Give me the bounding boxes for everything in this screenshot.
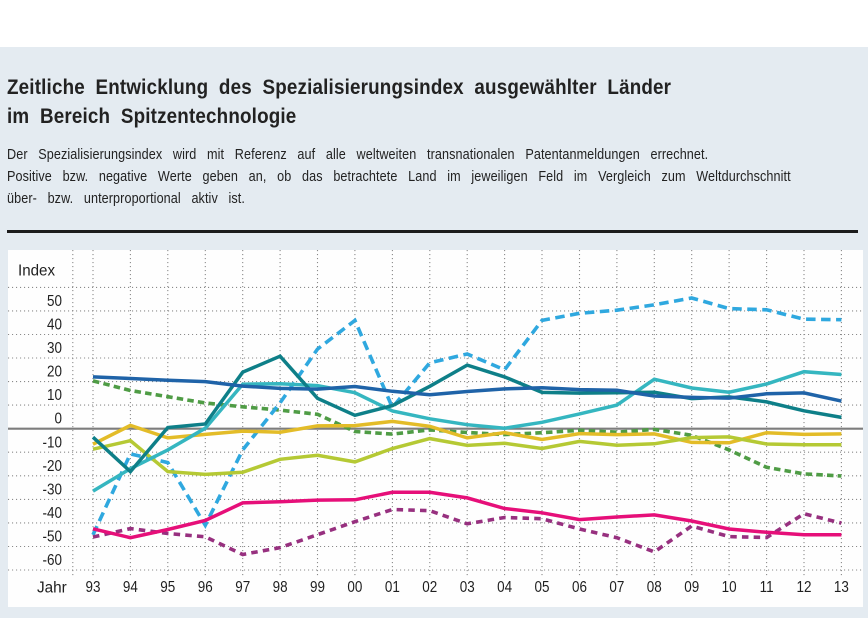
svg-text:-50: -50: [43, 529, 62, 546]
svg-text:-30: -30: [43, 482, 62, 499]
svg-text:07: 07: [609, 580, 624, 597]
svg-text:04: 04: [497, 580, 512, 597]
svg-text:93: 93: [86, 580, 101, 597]
svg-text:50: 50: [47, 293, 62, 310]
svg-text:-40: -40: [43, 505, 62, 522]
svg-text:-60: -60: [43, 552, 62, 569]
svg-text:03: 03: [460, 580, 475, 597]
svg-text:01: 01: [385, 580, 400, 597]
svg-text:00: 00: [347, 580, 362, 597]
svg-text:96: 96: [198, 580, 213, 597]
svg-text:09: 09: [684, 580, 699, 597]
svg-text:94: 94: [123, 580, 138, 597]
svg-text:40: 40: [47, 317, 62, 334]
svg-text:12: 12: [797, 580, 812, 597]
svg-text:Jahr: Jahr: [37, 580, 67, 597]
svg-text:95: 95: [160, 580, 175, 597]
svg-text:97: 97: [235, 580, 250, 597]
svg-text:13: 13: [834, 580, 849, 597]
svg-text:-10: -10: [43, 435, 62, 452]
svg-text:10: 10: [47, 387, 62, 404]
svg-text:02: 02: [422, 580, 437, 597]
svg-text:99: 99: [310, 580, 325, 597]
svg-text:0: 0: [55, 411, 62, 428]
svg-text:-20: -20: [43, 458, 62, 475]
svg-text:10: 10: [722, 580, 737, 597]
svg-text:30: 30: [47, 340, 62, 357]
svg-text:20: 20: [47, 364, 62, 381]
svg-text:05: 05: [535, 580, 550, 597]
svg-text:11: 11: [760, 580, 774, 597]
svg-text:08: 08: [647, 580, 662, 597]
svg-text:Index: Index: [18, 262, 55, 279]
svg-text:98: 98: [273, 580, 288, 597]
svg-text:06: 06: [572, 580, 587, 597]
